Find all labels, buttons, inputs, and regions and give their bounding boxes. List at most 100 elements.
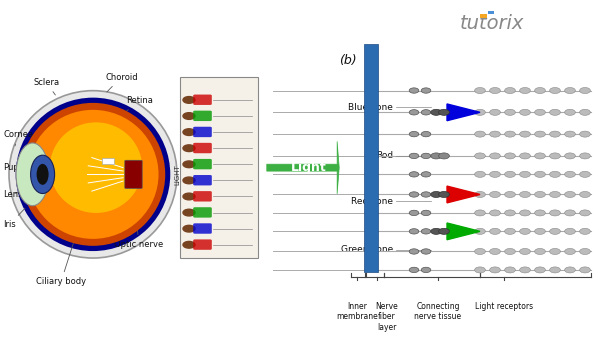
FancyBboxPatch shape [193,159,212,169]
Text: Ciliary body: Ciliary body [36,241,86,286]
Text: Retina: Retina [125,96,153,112]
Circle shape [565,210,575,216]
Circle shape [183,129,195,136]
Text: Nerve
fiber
layer: Nerve fiber layer [376,302,398,332]
Bar [488,11,494,14]
Circle shape [431,109,442,115]
Circle shape [535,87,545,94]
Circle shape [183,145,195,152]
Circle shape [550,171,560,177]
Circle shape [565,153,575,159]
Ellipse shape [21,103,165,246]
Circle shape [580,210,590,216]
Circle shape [409,153,419,159]
Text: (b): (b) [339,54,357,67]
Circle shape [183,193,195,200]
Circle shape [535,153,545,159]
FancyBboxPatch shape [193,207,212,218]
Circle shape [505,109,515,115]
Circle shape [520,87,530,94]
Polygon shape [447,223,480,240]
Circle shape [505,267,515,273]
Circle shape [475,267,485,273]
Circle shape [535,192,545,198]
Circle shape [505,210,515,216]
Circle shape [439,228,449,234]
Text: Choroid: Choroid [105,73,137,92]
Circle shape [565,171,575,177]
Bar [480,15,487,18]
Circle shape [535,228,545,234]
Circle shape [550,248,560,255]
Circle shape [439,192,449,198]
Circle shape [505,153,515,159]
Circle shape [409,192,419,197]
Text: Pupil: Pupil [3,163,23,172]
Circle shape [421,249,431,254]
Circle shape [505,192,515,198]
Circle shape [439,153,449,159]
Circle shape [475,171,485,177]
Ellipse shape [31,155,55,194]
Circle shape [475,87,485,94]
Text: LIGHT: LIGHT [174,164,180,185]
Circle shape [520,171,530,177]
Circle shape [535,210,545,216]
FancyBboxPatch shape [125,160,142,188]
Circle shape [409,88,419,93]
Circle shape [580,267,590,273]
Circle shape [421,132,431,137]
Circle shape [520,153,530,159]
Text: Lens: Lens [3,190,23,199]
Circle shape [409,210,419,216]
Circle shape [431,192,442,198]
Ellipse shape [16,98,170,251]
Circle shape [490,248,500,255]
Circle shape [505,131,515,137]
Circle shape [505,87,515,94]
Circle shape [550,109,560,115]
Circle shape [409,229,419,234]
Circle shape [475,192,485,198]
Text: Cornea: Cornea [3,129,33,146]
Circle shape [550,228,560,234]
Text: Green cone: Green cone [341,245,393,254]
Circle shape [550,131,560,137]
Circle shape [535,248,545,255]
Circle shape [550,87,560,94]
Circle shape [475,210,485,216]
Circle shape [505,228,515,234]
Circle shape [580,87,590,94]
Circle shape [565,267,575,273]
Circle shape [490,131,500,137]
Circle shape [490,153,500,159]
Circle shape [490,109,500,115]
Circle shape [421,109,431,115]
FancyBboxPatch shape [193,127,212,137]
Circle shape [535,131,545,137]
FancyBboxPatch shape [193,95,212,105]
Text: Red cone: Red cone [351,197,393,206]
Circle shape [550,210,560,216]
FancyBboxPatch shape [193,175,212,185]
Circle shape [183,177,195,184]
Circle shape [490,171,500,177]
Circle shape [535,171,545,177]
Circle shape [421,192,431,197]
FancyBboxPatch shape [193,191,212,201]
Circle shape [520,192,530,198]
Text: Connecting
nerve tissue: Connecting nerve tissue [415,302,461,321]
Circle shape [505,248,515,255]
Circle shape [183,97,195,103]
Circle shape [565,87,575,94]
Circle shape [475,153,485,159]
Circle shape [409,249,419,254]
Circle shape [565,131,575,137]
Ellipse shape [16,143,49,206]
FancyBboxPatch shape [193,239,212,250]
Circle shape [183,209,195,216]
Text: Optic nerve: Optic nerve [114,197,163,249]
Circle shape [580,153,590,159]
Circle shape [183,225,195,232]
Circle shape [475,228,485,234]
